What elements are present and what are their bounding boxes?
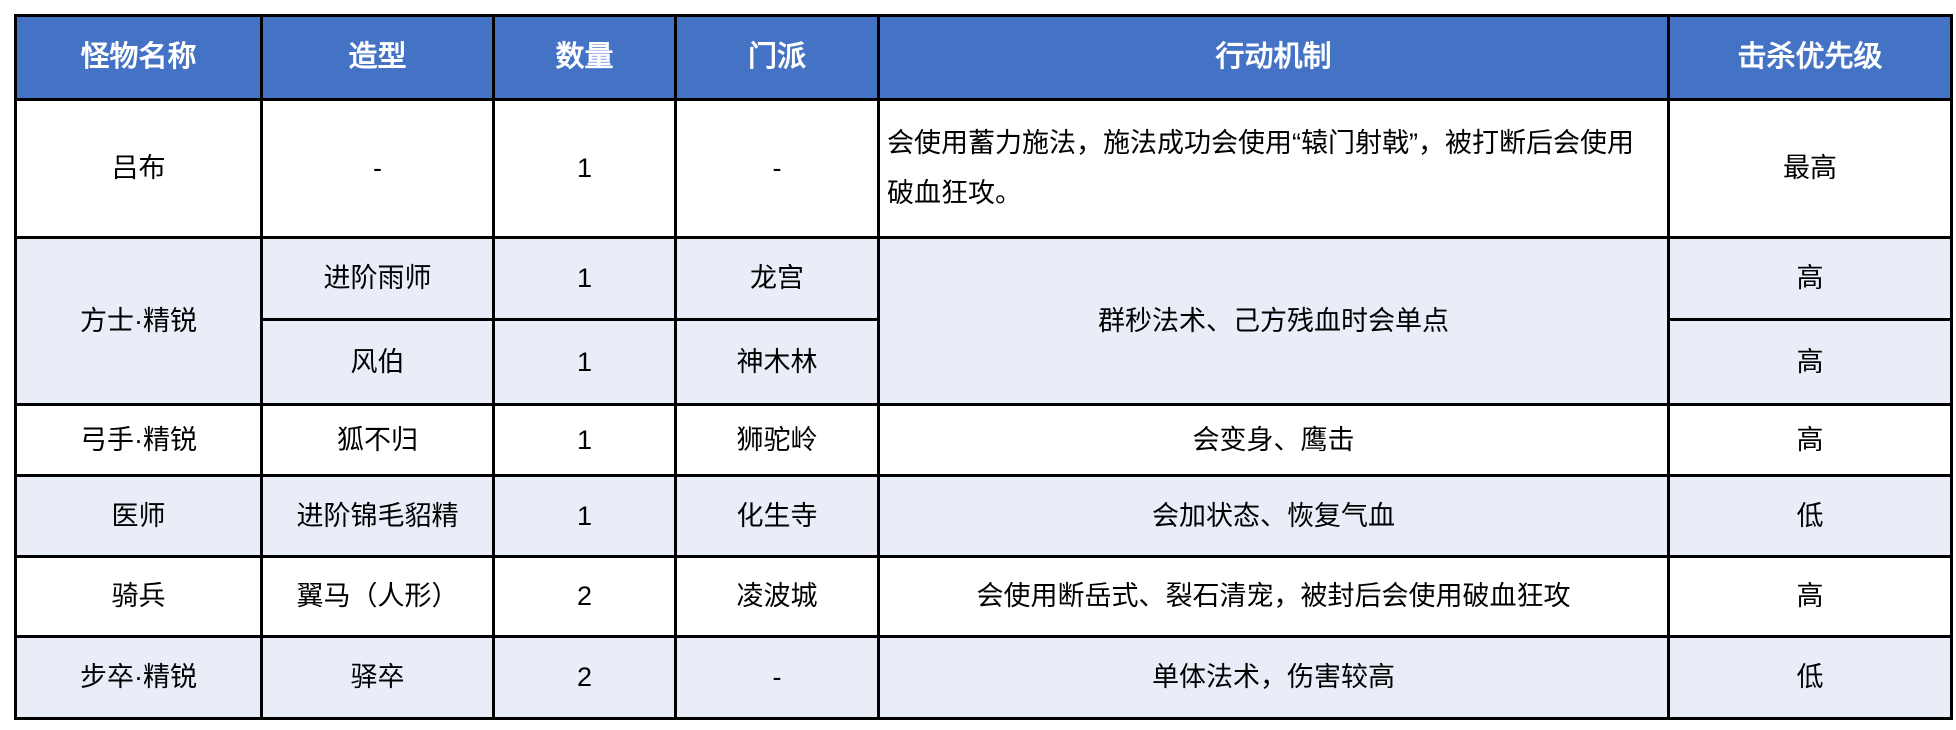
priority-cell: 高 [1667,318,1953,406]
sect-cell: - [674,98,880,239]
sect-cell: 化生寺 [674,474,880,558]
mechanic-cell: 会使用蓄力施法，施法成功会使用“辕门射戟”，被打断后会使用破血狂攻。 [877,98,1670,239]
priority-cell: 低 [1667,635,1953,720]
column-header-3: 数量 [492,14,677,101]
monster-name-cell: 吕布 [14,98,263,239]
table-row-1: 吕布 -1- 会使用蓄力施法，施法成功会使用“辕门射戟”，被打断后会使用破血狂攻。最… [14,98,1953,239]
monster-table: 怪物名称 造型 数量 门派 行动机制 击杀优先级 吕布 -1- 会使用蓄力施法，施法成功会使用… [14,14,1953,720]
count-cell: 2 [492,555,677,638]
monster-name-cell: 医师 [14,474,263,558]
monster-name-cell: 骑兵 [14,555,263,638]
table-row-3: 风伯 1 神木林 高 [16,318,1953,406]
column-header-5: 行动机制 [877,14,1670,101]
column-header-1: 怪物名称 [14,14,263,101]
table-row-5: 医师 进阶锦毛貂精 1 化生寺 会加状态、恢复气血低 [14,474,1953,558]
table-head: 怪物名称 造型 数量 门派 行动机制 击杀优先级 [14,14,1953,101]
table-row-6: 骑兵 翼马（人形） 2 凌波城 会使用断岳式、裂石清宠，被封后会使用破血狂攻高 [14,555,1953,638]
model-cell: 翼马（人形） [260,555,495,638]
model-cell: 进阶锦毛貂精 [260,474,495,558]
table-row-7: 步卒·精锐 驿卒 2- 单体法术，伤害较高低 [14,635,1953,720]
count-cell: 1 [492,318,677,406]
mechanic-cell: 群秒法术、己方残血时会单点 [877,236,1670,406]
count-cell: 1 [492,474,677,558]
model-cell: - [260,98,495,239]
sect-cell: 龙宫 [674,236,880,321]
count-cell: 2 [492,635,677,720]
count-cell: 1 [492,403,677,477]
mechanic-cell: 会加状态、恢复气血 [877,474,1670,558]
mechanic-cell: 单体法术，伤害较高 [877,635,1670,720]
monster-name-cell: 步卒·精锐 [14,635,263,720]
priority-cell: 高 [1667,403,1953,477]
column-header-6: 击杀优先级 [1667,14,1953,101]
model-cell: 进阶雨师 [260,236,495,321]
mechanic-cell: 会变身、鹰击 [877,403,1670,477]
priority-cell: 低 [1667,474,1953,558]
priority-cell: 高 [1667,555,1953,638]
sect-cell: - [674,635,880,720]
mechanic-cell: 会使用断岳式、裂石清宠，被封后会使用破血狂攻 [877,555,1670,638]
priority-cell: 最高 [1667,98,1953,239]
priority-cell: 高 [1667,236,1953,321]
column-header-2: 造型 [260,14,495,101]
model-cell: 狐不归 [260,403,495,477]
header-row: 怪物名称 造型 数量 门派 行动机制 击杀优先级 [14,14,1953,101]
count-cell: 1 [492,98,677,239]
sect-cell: 狮驼岭 [674,403,880,477]
monster-name-cell: 弓手·精锐 [14,403,263,477]
sect-cell: 凌波城 [674,555,880,638]
count-cell: 1 [492,236,677,321]
table-row-2: 方士·精锐 进阶雨师 1 龙宫 群秒法术、己方残血时会单点高 [14,236,1953,406]
sect-cell: 神木林 [674,318,880,406]
monster-name-cell: 方士·精锐 [14,236,263,406]
column-header-4: 门派 [674,14,880,101]
model-cell: 风伯 [260,318,495,406]
table-row-4: 弓手·精锐 狐不归 1 狮驼岭 会变身、鹰击高 [14,403,1953,477]
table-body: 吕布 -1- 会使用蓄力施法，施法成功会使用“辕门射戟”，被打断后会使用破血狂攻。最… [14,98,1953,720]
model-cell: 驿卒 [260,635,495,720]
